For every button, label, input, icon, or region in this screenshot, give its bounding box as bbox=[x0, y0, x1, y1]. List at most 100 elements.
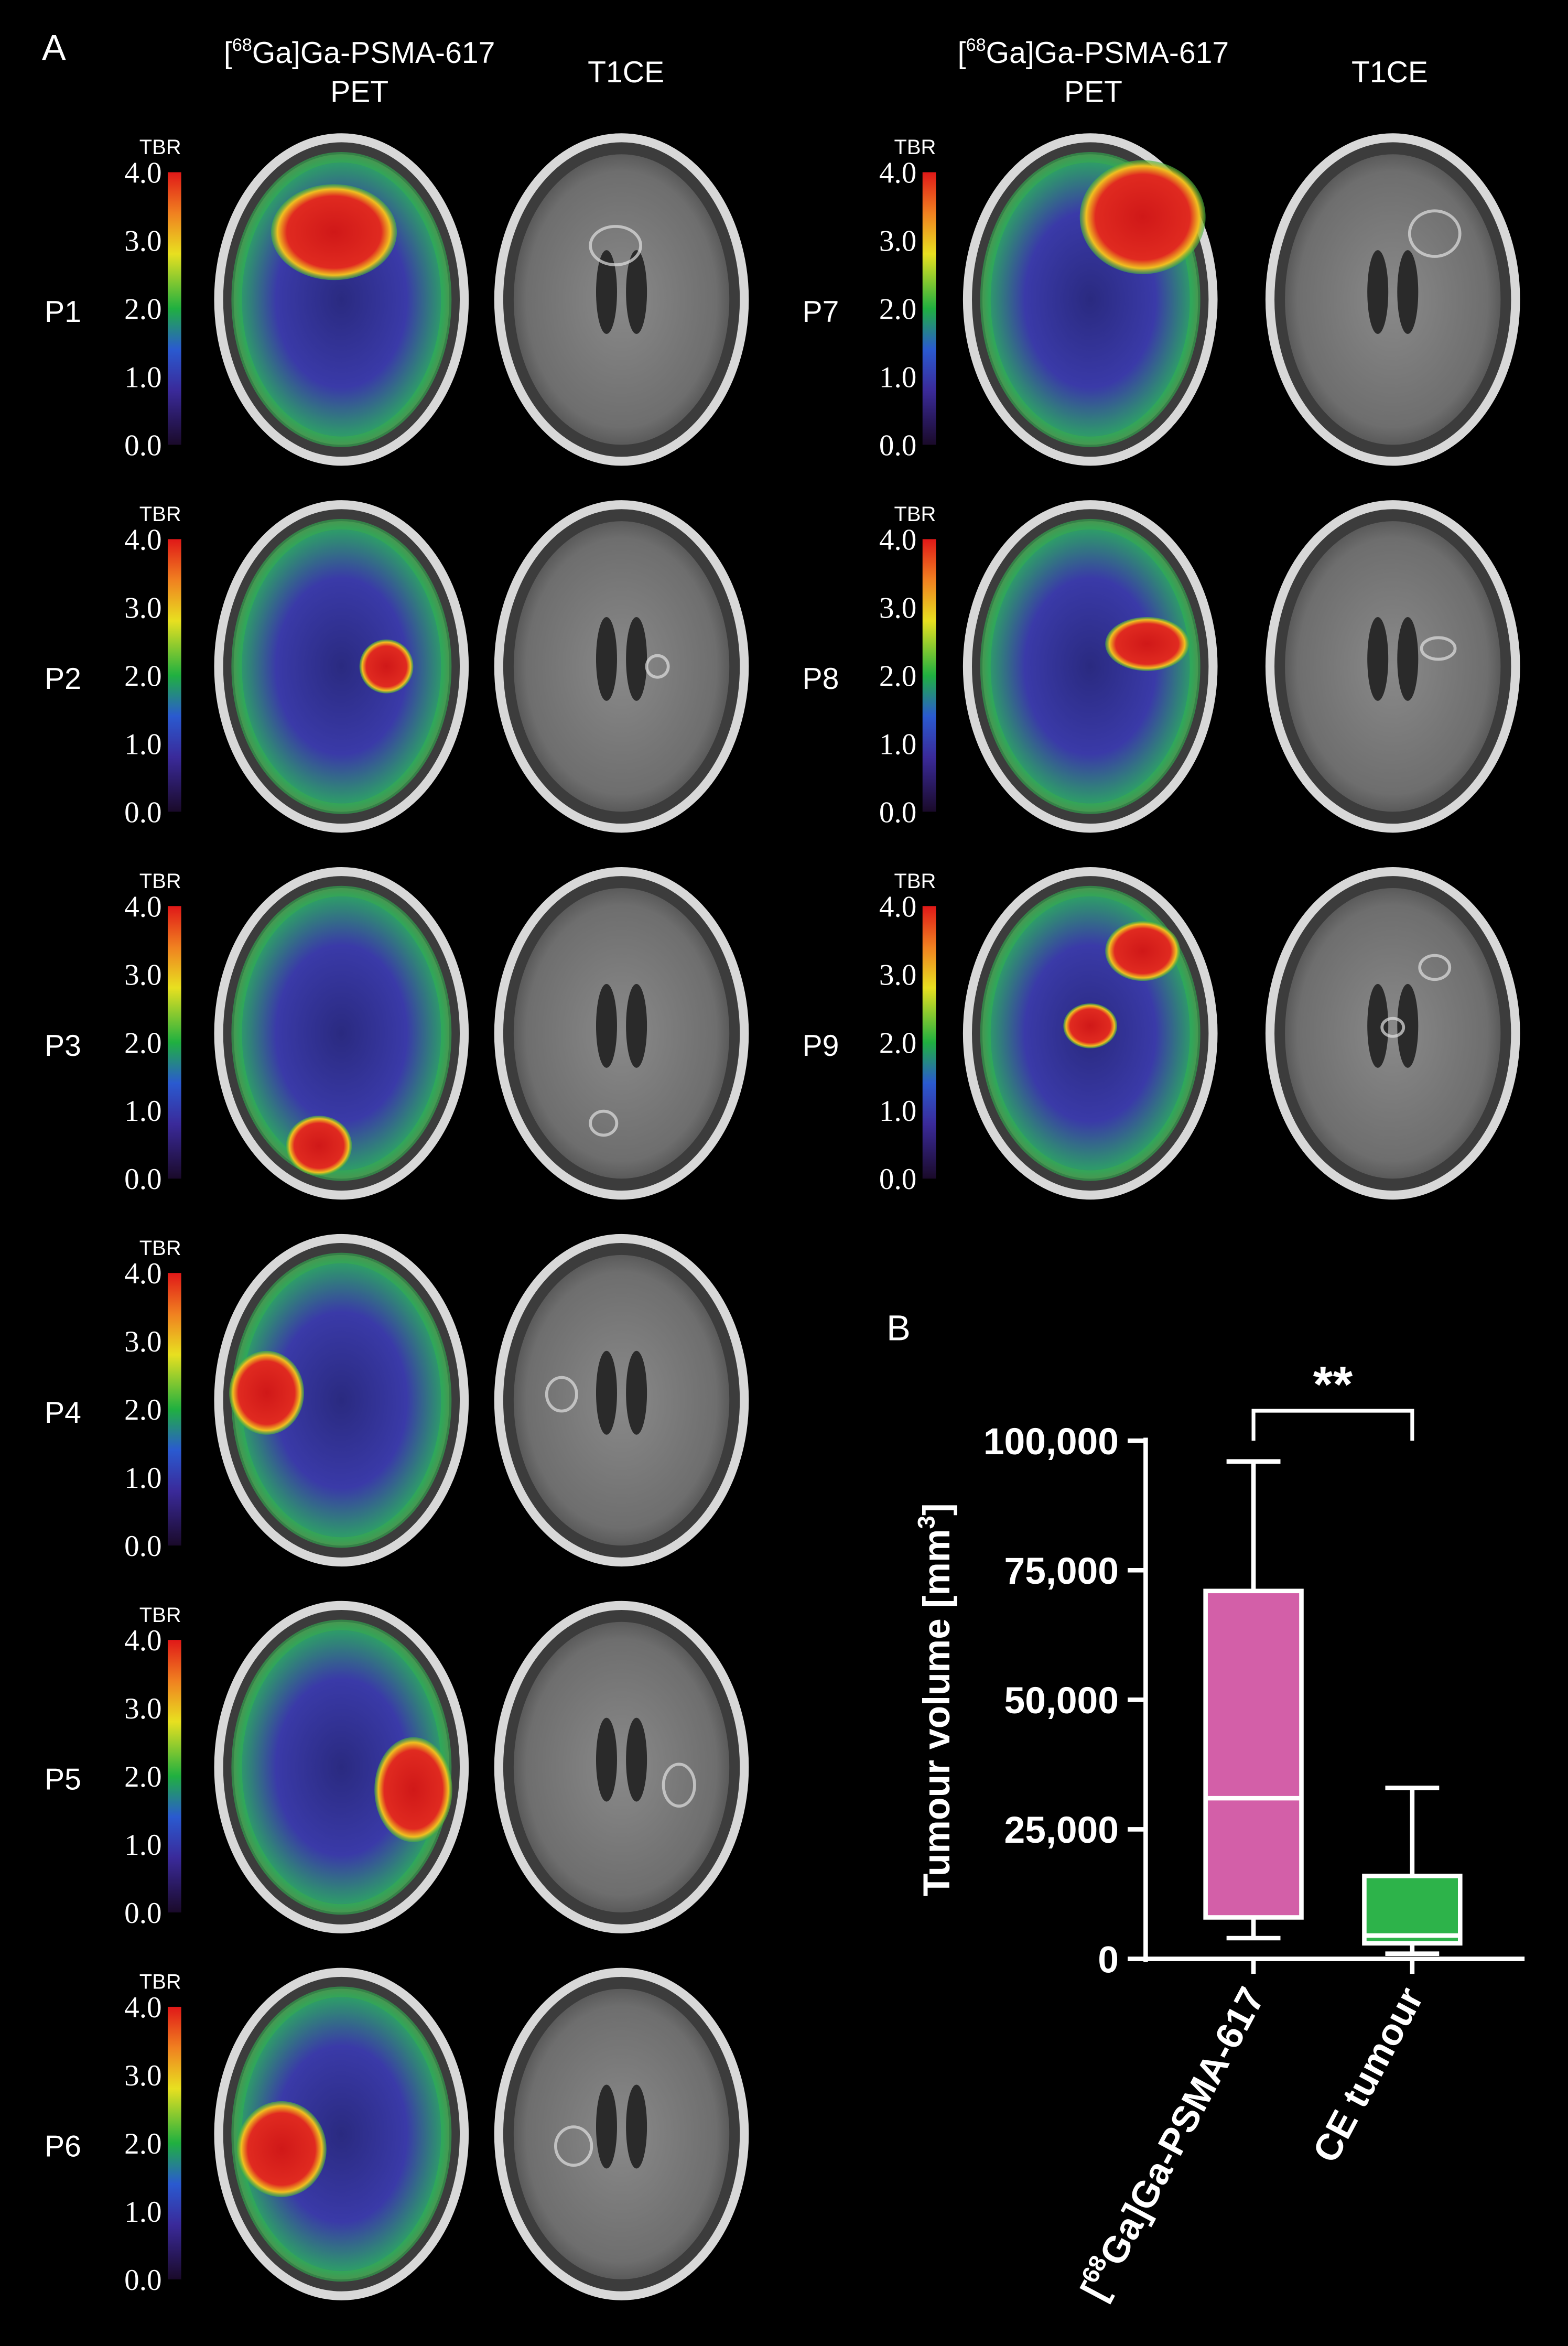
y-tick-label: 50,000 bbox=[1004, 1680, 1119, 1722]
colorbar bbox=[922, 906, 936, 1179]
ventricle bbox=[626, 617, 647, 701]
ventricle bbox=[626, 1717, 647, 1802]
ventricle bbox=[596, 617, 617, 701]
colorbar-tick-label: 3.0 bbox=[124, 958, 161, 991]
ventricle bbox=[596, 250, 617, 334]
patient-label: P8 bbox=[803, 662, 839, 696]
colorbar bbox=[167, 539, 181, 812]
y-tick-label: 25,000 bbox=[1004, 1809, 1119, 1851]
colorbar-tick-label: 2.0 bbox=[124, 1393, 161, 1426]
y-tick-label: 100,000 bbox=[983, 1421, 1119, 1463]
pet-overlay bbox=[233, 1988, 450, 2279]
enhancing-lesion bbox=[645, 654, 670, 679]
patient-label: P5 bbox=[45, 1763, 81, 1797]
uptake-hotspot bbox=[271, 184, 397, 280]
ventricle bbox=[626, 250, 647, 334]
mri-brain bbox=[513, 1621, 730, 1912]
pet-rim bbox=[980, 518, 1201, 814]
ventricle bbox=[626, 2084, 647, 2169]
colorbar-tick-label: 3.0 bbox=[879, 224, 916, 257]
ventricle bbox=[596, 1717, 617, 1802]
colorbar-tick-label: 2.0 bbox=[124, 2127, 161, 2160]
colorbar-tick-label: 4.0 bbox=[124, 523, 161, 556]
colorbar bbox=[167, 172, 181, 445]
box bbox=[1362, 1874, 1463, 1946]
pet-overlay bbox=[233, 521, 450, 812]
colorbar-title: TBR bbox=[139, 1971, 181, 1994]
colorbar-tick-label: 4.0 bbox=[879, 523, 916, 556]
y-label-text: Tumour volume [mm bbox=[916, 1529, 958, 1896]
colorbar-title: TBR bbox=[139, 1237, 181, 1260]
panel-label: A bbox=[42, 27, 66, 68]
y-axis-label: Tumour volume [mm3] bbox=[913, 1503, 958, 1896]
uptake-hotspot bbox=[229, 1350, 304, 1435]
header-tracer: Ga]Ga-PSMA-617 bbox=[252, 36, 495, 70]
colorbar-tick-label: 0.0 bbox=[124, 796, 161, 829]
ventricle bbox=[596, 2084, 617, 2169]
patient-label: P6 bbox=[45, 2130, 81, 2164]
colorbar-tick-label: 4.0 bbox=[124, 1624, 161, 1657]
colorbar-tick-label: 2.0 bbox=[879, 1026, 916, 1060]
pet-header-line2: PET bbox=[330, 75, 388, 109]
ventricle bbox=[1367, 617, 1389, 701]
colorbar-tick-label: 3.0 bbox=[879, 591, 916, 624]
colorbar-tick-label: 0.0 bbox=[124, 1163, 161, 1196]
colorbar-title: TBR bbox=[894, 870, 936, 893]
enhancing-lesion bbox=[1408, 209, 1462, 258]
ventricle bbox=[1367, 250, 1389, 334]
header-superscript: 68 bbox=[232, 35, 252, 55]
uptake-hotspot bbox=[374, 1737, 452, 1842]
colorbar-tick-label: 4.0 bbox=[124, 157, 161, 190]
colorbar-tick-label: 4.0 bbox=[124, 890, 161, 923]
uptake-hotspot bbox=[359, 639, 414, 694]
colorbar-tick-label: 2.0 bbox=[124, 1026, 161, 1060]
colorbar-tick-label: 3.0 bbox=[879, 958, 916, 991]
y-tick-label: 75,000 bbox=[1004, 1550, 1119, 1592]
patient-label: P1 bbox=[45, 295, 81, 329]
colorbar-title: TBR bbox=[139, 1604, 181, 1627]
uptake-hotspot bbox=[286, 1116, 352, 1176]
header-bracket: [ bbox=[958, 36, 966, 70]
colorbar-tick-label: 1.0 bbox=[124, 1095, 161, 1128]
patient-label: P2 bbox=[45, 662, 81, 696]
colorbar-title: TBR bbox=[139, 136, 181, 159]
y-tick-label: 0 bbox=[1098, 1939, 1119, 1981]
ventricle bbox=[626, 983, 647, 1068]
uptake-hotspot bbox=[1105, 921, 1181, 981]
ventricle bbox=[596, 1350, 617, 1435]
colorbar-tick-label: 3.0 bbox=[124, 2059, 161, 2092]
uptake-hotspot bbox=[1105, 617, 1189, 671]
y-label-superscript: 3 bbox=[913, 1516, 940, 1529]
pet-rim bbox=[231, 152, 452, 447]
colorbar-tick-label: 2.0 bbox=[879, 660, 916, 693]
ventricle bbox=[1397, 617, 1419, 701]
colorbar-tick-label: 2.0 bbox=[124, 660, 161, 693]
colorbar bbox=[167, 1640, 181, 1912]
uptake-hotspot bbox=[1079, 160, 1206, 274]
patient-label: P4 bbox=[45, 1396, 81, 1430]
pet-rim bbox=[231, 518, 452, 814]
enhancing-lesion bbox=[545, 1376, 578, 1413]
pet-overlay bbox=[233, 888, 450, 1179]
header-tracer: Ga]Ga-PSMA-617 bbox=[986, 36, 1229, 70]
mri-brain bbox=[513, 521, 730, 812]
colorbar-title: TBR bbox=[139, 870, 181, 893]
colorbar-title: TBR bbox=[894, 503, 936, 526]
colorbar-tick-label: 0.0 bbox=[879, 1163, 916, 1196]
colorbar-tick-label: 0.0 bbox=[124, 2264, 161, 2297]
colorbar-tick-label: 1.0 bbox=[879, 361, 916, 394]
colorbar-title: TBR bbox=[139, 503, 181, 526]
significance-bracket bbox=[1251, 1409, 1414, 1441]
colorbar-tick-label: 2.0 bbox=[124, 1760, 161, 1793]
enhancing-lesion bbox=[1380, 1017, 1405, 1038]
colorbar-tick-label: 0.0 bbox=[879, 796, 916, 829]
ventricle bbox=[1397, 983, 1419, 1068]
colorbar-tick-label: 1.0 bbox=[879, 1095, 916, 1128]
pet-rim bbox=[231, 1986, 452, 2282]
colorbar bbox=[167, 2006, 181, 2279]
colorbar-tick-label: 2.0 bbox=[879, 293, 916, 326]
colorbar-tick-label: 4.0 bbox=[879, 890, 916, 923]
ventricle bbox=[596, 983, 617, 1068]
colorbar-tick-label: 4.0 bbox=[124, 1991, 161, 2024]
